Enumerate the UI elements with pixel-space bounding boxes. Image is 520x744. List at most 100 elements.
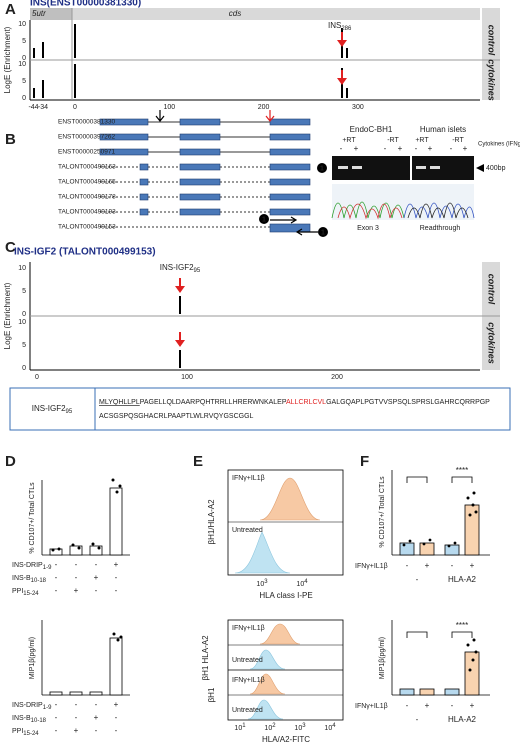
condition-sign: + xyxy=(94,713,99,722)
y-axis-label: % CD107+/ Total CTLs xyxy=(379,476,386,548)
chromatogram xyxy=(331,184,475,220)
text-span: PAGELLQLDAARPQHTRRLLHRERWNKALEP xyxy=(140,399,287,406)
condition-sign: - xyxy=(95,726,98,735)
transcript-name: ENST00000381330 xyxy=(58,119,115,126)
condition-label: INS-B10-18 xyxy=(12,575,47,584)
peak-annotation: INS-IGF295 xyxy=(160,263,201,273)
treatment-label: IFNγ+IL1β xyxy=(355,563,388,570)
x-tick-label: -34 xyxy=(38,104,48,111)
panel-e-histograms xyxy=(227,469,344,721)
size-label: 400bp xyxy=(486,165,506,172)
transcript-name: TALONT000499153 xyxy=(58,224,116,231)
transcript-name: TALONT000499178 xyxy=(58,194,116,201)
condition-sign: - xyxy=(55,713,58,722)
text-span: INS-B xyxy=(12,715,31,722)
text-span: 1-9 xyxy=(43,705,52,711)
condition-sign: - xyxy=(55,700,58,709)
utr-region xyxy=(30,8,72,20)
panel-d-bars xyxy=(41,480,130,696)
treatment-sign: + xyxy=(425,561,430,570)
group-label: HLA-A2 xyxy=(448,575,477,584)
text-span: 4 xyxy=(332,723,336,729)
y-tick-label: 10 xyxy=(18,319,26,326)
text-span: 10 xyxy=(234,725,242,732)
text-span: 10 xyxy=(296,581,304,588)
y-tick-label: 10 xyxy=(18,21,26,28)
x-tick-label: -44 xyxy=(28,104,38,111)
y-tick-label: 5 xyxy=(22,78,26,85)
y-tick-label: 10 xyxy=(18,265,26,272)
y-tick-label: 10 xyxy=(18,61,26,68)
x-tick-label: 100 xyxy=(163,104,175,111)
condition-label: INS-DRIP1-9 xyxy=(12,562,52,571)
gene-models xyxy=(99,110,328,237)
rt-label: +RT xyxy=(342,137,356,144)
red-arrows xyxy=(337,32,347,85)
peak-annotation: INS286 xyxy=(328,21,352,31)
x-tick-label: 200 xyxy=(331,374,343,381)
text-span: 10 xyxy=(294,725,302,732)
panel-label: B xyxy=(5,131,16,148)
gel-group: EndoC-BH1 xyxy=(350,125,393,134)
text-span: PPI xyxy=(12,728,23,735)
panel-label: A xyxy=(5,1,16,18)
condition-sign: - xyxy=(75,700,78,709)
treatment-sign: - xyxy=(451,561,454,570)
red-arrows xyxy=(175,278,185,347)
condition-sign: - xyxy=(55,560,58,569)
text-span: 3 xyxy=(264,579,268,585)
text-span: 10 xyxy=(324,725,332,732)
condition-label: INS-DRIP1-9 xyxy=(12,702,52,711)
text-span: PPI xyxy=(12,588,23,595)
treatment-sign: - xyxy=(384,144,387,153)
condition-sign: - xyxy=(115,586,118,595)
condition-sign: - xyxy=(75,713,78,722)
track-label: control xyxy=(487,274,497,305)
text-span: INS-DRIP xyxy=(12,702,43,709)
text-span: 10-18 xyxy=(31,718,47,724)
text-span: 2 xyxy=(272,723,276,729)
text-span: INS-B xyxy=(12,575,31,582)
text-span: INS-IGF2 xyxy=(160,263,194,272)
rt-label: +RT xyxy=(415,137,429,144)
condition-sign: + xyxy=(74,586,79,595)
sequence-name: INS-IGF295 xyxy=(32,404,73,414)
group-label: - xyxy=(416,575,419,584)
y-tick-label: 0 xyxy=(22,55,26,62)
transcript-name: TALONT000499193 xyxy=(58,209,116,216)
text-span: MLYQHLLPL xyxy=(99,399,140,406)
treatment-sign: + xyxy=(425,701,430,710)
transcript-name: ENST00000250971 xyxy=(58,149,115,156)
legend-label: IFNγ+IL1β xyxy=(232,677,265,684)
treatment-sign: + xyxy=(470,561,475,570)
group-label: - xyxy=(416,715,419,724)
text-span: GALGQAPLPGTVVSPSQLSPRSLGAHRCQRRPGP xyxy=(326,399,490,406)
condition-sign: - xyxy=(75,573,78,582)
condition-sign: + xyxy=(74,726,79,735)
condition-sign: + xyxy=(114,700,119,709)
condition-sign: + xyxy=(114,560,119,569)
text-span: 95 xyxy=(194,268,201,274)
text-span: 10 xyxy=(264,725,272,732)
text-span: 4 xyxy=(304,579,308,585)
legend-label: IFNγ+IL1β xyxy=(232,475,265,482)
transcript-name: TALONT000499165 xyxy=(58,179,116,186)
region-label: cds xyxy=(229,9,241,18)
x-tick-label: 104 xyxy=(324,723,336,732)
text-span: 1 xyxy=(242,723,246,729)
text-span: 10 xyxy=(256,581,264,588)
condition-label: PPI15-24 xyxy=(12,728,39,737)
track-label: cytokines xyxy=(487,59,497,101)
legend-label: Untreated xyxy=(232,707,263,714)
text-span: 1-9 xyxy=(43,565,52,571)
condition-sign: + xyxy=(94,573,99,582)
rt-label: -RT xyxy=(452,137,464,144)
trace-label: Readthrough xyxy=(420,225,461,232)
x-tick-label: 0 xyxy=(73,104,77,111)
primer-label: 1 xyxy=(320,165,324,172)
rt-label: -RT xyxy=(387,137,399,144)
sequence-box xyxy=(9,387,511,431)
y-axis-label: βH1 xyxy=(207,687,216,702)
text-span: 15-24 xyxy=(23,731,39,737)
